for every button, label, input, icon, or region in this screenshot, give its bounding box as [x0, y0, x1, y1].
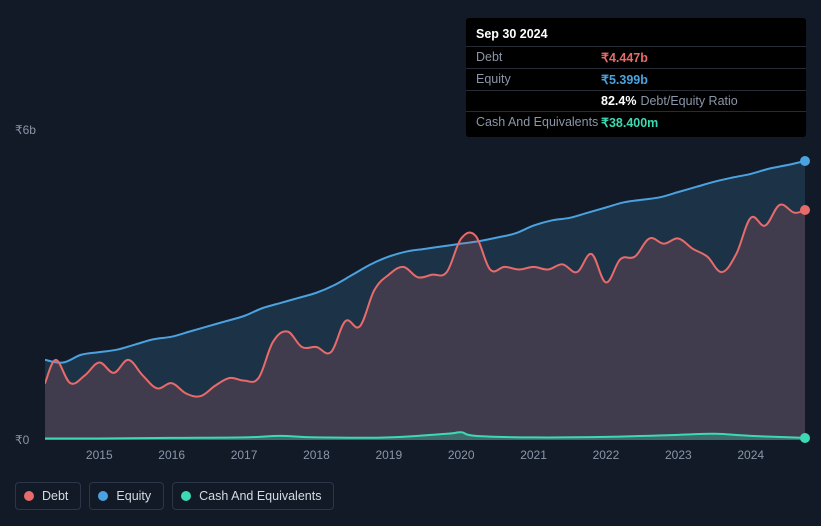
legend-dot-icon: [24, 491, 34, 501]
tooltip-row: 82.4% Debt/Equity Ratio: [466, 90, 806, 111]
x-axis: 2015 2016 2017 2018 2019 2020 2021 2022 2023 2024: [45, 448, 805, 468]
x-axis-label: 2022: [593, 448, 620, 462]
tooltip-suffix: Debt/Equity Ratio: [640, 94, 737, 108]
y-axis-label: ₹0: [15, 433, 29, 447]
x-axis-label: 2018: [303, 448, 330, 462]
tooltip-date: Sep 30 2024: [466, 22, 806, 46]
chart-legend: Debt Equity Cash And Equivalents: [15, 482, 334, 510]
tooltip-label: Debt: [476, 50, 601, 65]
x-axis-label: 2019: [375, 448, 402, 462]
tooltip-label: [476, 94, 601, 108]
tooltip-row: Debt₹4.447b: [466, 46, 806, 68]
chart-plot-area[interactable]: [45, 130, 805, 440]
x-axis-label: 2017: [231, 448, 258, 462]
legend-label: Debt: [42, 489, 68, 503]
x-axis-label: 2024: [737, 448, 764, 462]
tooltip-label: Equity: [476, 72, 601, 87]
legend-dot-icon: [98, 491, 108, 501]
tooltip-value: ₹5.399b: [601, 72, 648, 87]
legend-item-debt[interactable]: Debt: [15, 482, 81, 510]
series-end-marker: [800, 205, 810, 215]
legend-item-equity[interactable]: Equity: [89, 482, 164, 510]
y-axis-label: ₹6b: [15, 123, 36, 137]
tooltip-value: 82.4%: [601, 94, 636, 108]
x-axis-label: 2015: [86, 448, 113, 462]
tooltip-value: ₹4.447b: [601, 50, 648, 65]
x-axis-label: 2023: [665, 448, 692, 462]
x-axis-label: 2016: [158, 448, 185, 462]
legend-item-cash-and-equivalents[interactable]: Cash And Equivalents: [172, 482, 334, 510]
legend-dot-icon: [181, 491, 191, 501]
financials-chart: ₹0₹6b 2015201620172018201920202021202220…: [15, 120, 805, 470]
x-axis-label: 2020: [448, 448, 475, 462]
legend-label: Equity: [116, 489, 151, 503]
x-axis-label: 2021: [520, 448, 547, 462]
legend-label: Cash And Equivalents: [199, 489, 321, 503]
tooltip-row: Equity₹5.399b: [466, 68, 806, 90]
series-end-marker: [800, 433, 810, 443]
series-end-marker: [800, 156, 810, 166]
